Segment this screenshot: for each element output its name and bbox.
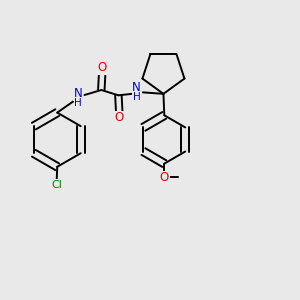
Text: O: O	[160, 171, 169, 184]
Text: H: H	[74, 98, 82, 108]
Text: N: N	[74, 87, 83, 100]
Text: O: O	[98, 61, 107, 74]
Text: O: O	[115, 111, 124, 124]
Text: H: H	[133, 92, 140, 102]
Text: N: N	[132, 81, 141, 94]
Text: Cl: Cl	[51, 180, 62, 190]
